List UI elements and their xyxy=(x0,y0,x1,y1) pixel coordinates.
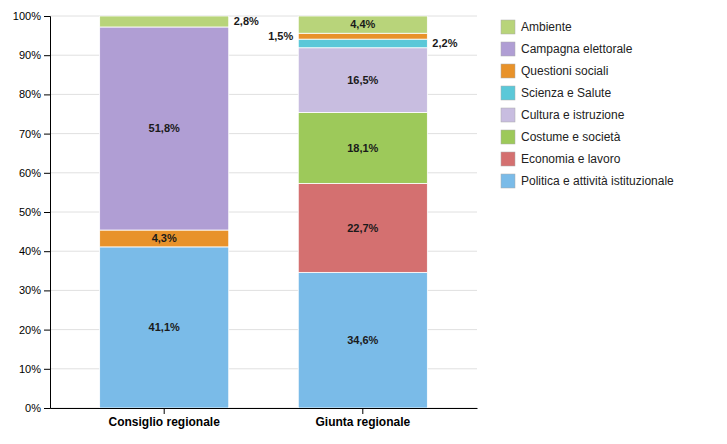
data-label: 1,5% xyxy=(268,30,293,42)
x-tick: Giunta regionale xyxy=(315,408,410,429)
data-label: 22,7% xyxy=(347,222,378,234)
y-tick-mark xyxy=(44,290,50,291)
y-tick-label: 20% xyxy=(19,324,41,336)
legend-item: Cultura e istruzione xyxy=(501,108,625,122)
y-tick: 80% xyxy=(19,88,50,100)
legend-label: Costume e società xyxy=(521,130,621,144)
legend-swatch xyxy=(501,108,515,122)
bar-segment xyxy=(298,183,427,272)
legend-swatch xyxy=(501,64,515,78)
grid xyxy=(50,16,477,408)
legend-item: Questioni sociali xyxy=(501,64,608,78)
legend-swatch xyxy=(501,130,515,144)
bars xyxy=(100,16,428,408)
y-tick-mark xyxy=(44,251,50,252)
legend-swatch xyxy=(501,174,515,188)
bar-segment xyxy=(100,16,229,27)
y-tick-label: 40% xyxy=(19,245,41,257)
bar-segment xyxy=(298,272,427,408)
legend-label: Scienza e Salute xyxy=(521,86,611,100)
bar-segment xyxy=(298,33,427,39)
y-tick-mark xyxy=(44,16,50,17)
y-tick: 0% xyxy=(25,402,50,414)
bar-segment xyxy=(100,230,229,247)
legend-swatch xyxy=(501,86,515,100)
data-label: 51,8% xyxy=(149,122,180,134)
y-tick: 10% xyxy=(19,363,50,375)
data-label: 41,1% xyxy=(149,321,180,333)
y-tick-mark xyxy=(44,173,50,174)
x-tick-label: Consiglio regionale xyxy=(109,415,221,429)
bar-segment xyxy=(100,27,229,230)
y-tick-label: 80% xyxy=(19,88,41,100)
y-tick-label: 30% xyxy=(19,284,41,296)
x-tick-label: Giunta regionale xyxy=(315,415,410,429)
y-tick: 40% xyxy=(19,245,50,257)
legend: Ambiente Campagna elettorale Questioni soc… xyxy=(501,20,674,188)
x-tick: Consiglio regionale xyxy=(109,408,221,429)
legend-swatch xyxy=(501,20,515,34)
data-label: 2,2% xyxy=(432,37,457,49)
y-tick-label: 90% xyxy=(19,49,41,61)
y-tick-label: 70% xyxy=(19,128,41,140)
legend-item: Ambiente xyxy=(501,20,572,34)
x-tick-mark xyxy=(362,408,363,414)
bar-segment xyxy=(298,39,427,48)
legend-item: Costume e società xyxy=(501,130,621,144)
bar-segment xyxy=(100,247,229,408)
legend-item: Campagna elettorale xyxy=(501,42,633,56)
data-label: 34,6% xyxy=(347,334,378,346)
data-label: 16,5% xyxy=(347,74,378,86)
y-tick-label: 60% xyxy=(19,167,41,179)
y-tick: 20% xyxy=(19,324,50,336)
y-axis-line xyxy=(44,17,51,409)
y-tick-mark xyxy=(44,212,50,213)
legend-label: Politica e attività istituzionale xyxy=(521,174,674,188)
y-tick: 30% xyxy=(19,284,50,296)
legend-item: Scienza e Salute xyxy=(501,86,611,100)
y-tick-label: 0% xyxy=(25,402,41,414)
legend-item: Politica e attività istituzionale xyxy=(501,174,674,188)
x-axis: Consiglio regionale Giunta regionale xyxy=(51,408,478,429)
chart: 41,1% 34,6% 22,7% 18,1% 16,5% 2,2% 4,3% 1,5% 51,… xyxy=(0,0,727,444)
legend-label: Campagna elettorale xyxy=(521,42,633,56)
y-tick-mark xyxy=(44,330,50,331)
data-labels: 41,1% 34,6% 22,7% 18,1% 16,5% 2,2% 4,3% 1,5% 51,… xyxy=(149,15,458,346)
y-tick-label: 50% xyxy=(19,206,41,218)
y-tick-label: 100% xyxy=(13,10,41,22)
legend-swatch xyxy=(501,42,515,56)
y-tick: 100% xyxy=(13,10,50,22)
y-tick-mark xyxy=(44,408,50,409)
y-tick-mark xyxy=(44,94,50,95)
y-tick-label: 10% xyxy=(19,363,41,375)
y-tick: 50% xyxy=(19,206,50,218)
y-tick: 70% xyxy=(19,128,50,140)
data-label: 4,4% xyxy=(350,18,375,30)
y-tick-mark xyxy=(44,369,50,370)
y-axis: 0% 10% 20% 30% 40% 50% 60% 70% 80% 90% 100% xyxy=(13,10,51,414)
legend-label: Economia e lavoro xyxy=(521,152,621,166)
bar-segment xyxy=(298,112,427,183)
legend-label: Cultura e istruzione xyxy=(521,108,625,122)
legend-label: Questioni sociali xyxy=(521,64,608,78)
data-label: 2,8% xyxy=(234,15,259,27)
data-label: 4,3% xyxy=(152,232,177,244)
legend-label: Ambiente xyxy=(521,20,572,34)
legend-item: Economia e lavoro xyxy=(501,152,621,166)
bar-segment xyxy=(298,16,427,33)
x-axis-line xyxy=(51,408,478,409)
bar-segment xyxy=(298,48,427,113)
data-label: 18,1% xyxy=(347,142,378,154)
y-tick-mark xyxy=(44,55,50,56)
y-tick: 90% xyxy=(19,49,50,61)
y-tick: 60% xyxy=(19,167,50,179)
y-tick-mark xyxy=(44,134,50,135)
plot: 41,1% 34,6% 22,7% 18,1% 16,5% 2,2% 4,3% 1,5% 51,… xyxy=(13,10,478,429)
x-tick-mark xyxy=(164,408,165,414)
legend-swatch xyxy=(501,152,515,166)
